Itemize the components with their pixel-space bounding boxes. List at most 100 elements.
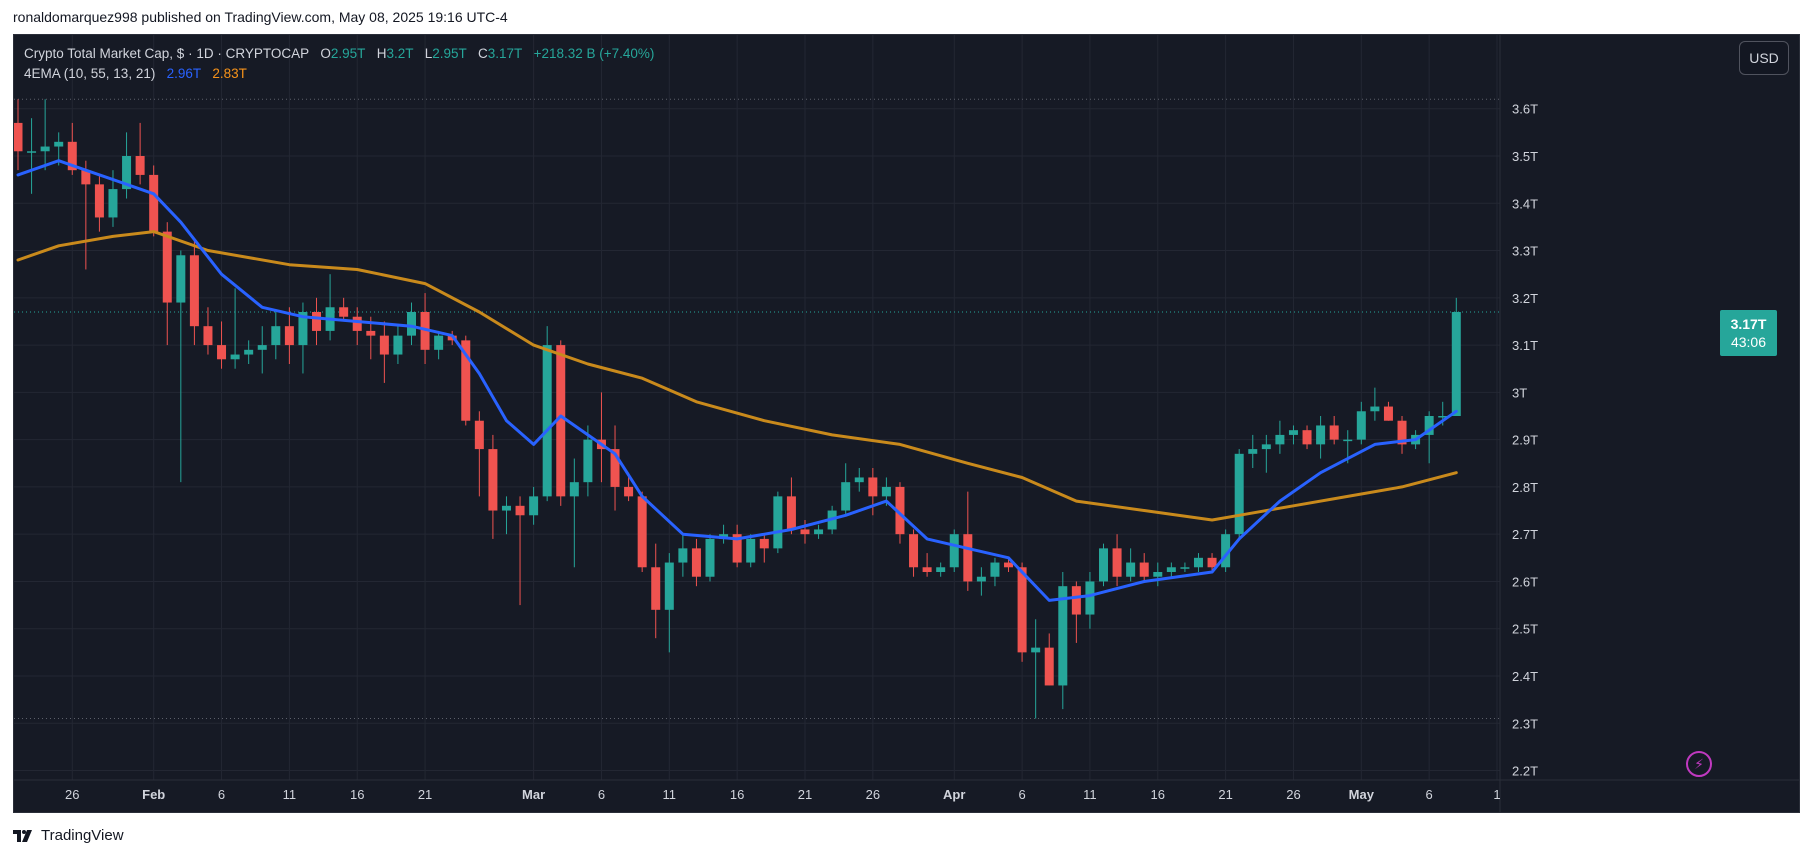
- last-price-tag: 3.17T 43:06: [1720, 310, 1777, 356]
- y-tick-label: 3.3T: [1512, 244, 1538, 259]
- y-tick-label: 3T: [1512, 385, 1527, 400]
- candle-body: [54, 141, 64, 147]
- candle-body: [732, 534, 742, 563]
- candle-body: [1044, 647, 1054, 686]
- ema-slow-line: [16, 230, 1458, 522]
- symbol-line: Crypto Total Market Cap, $ · 1D · CRYPTO…: [24, 44, 654, 64]
- candle-body: [895, 486, 905, 535]
- candle-body: [1424, 416, 1434, 435]
- candle-body: [881, 486, 891, 497]
- candle-body: [705, 538, 715, 577]
- candle-body: [800, 529, 810, 535]
- candle-body: [1166, 567, 1176, 572]
- candle-body: [474, 420, 484, 450]
- x-tick-label: 26: [65, 787, 79, 802]
- last-price-value: 3.17T: [1730, 316, 1767, 332]
- candle-body: [610, 449, 620, 487]
- candle-body: [637, 496, 647, 568]
- indicator-title[interactable]: 4EMA (10, 55, 13, 21): [24, 66, 156, 81]
- candle-body: [691, 548, 701, 577]
- x-tick-label: 11: [283, 787, 297, 802]
- candle-body: [583, 439, 593, 483]
- x-tick-label: Mar: [522, 787, 545, 802]
- candle-body: [312, 312, 322, 331]
- candle-body: [1004, 562, 1014, 568]
- candle-body: [94, 184, 104, 218]
- candle-body: [1031, 647, 1041, 653]
- candle-body: [108, 189, 118, 218]
- candle-body: [1288, 430, 1298, 435]
- ema-slow-value: 2.83T: [212, 66, 247, 81]
- x-tick-label: 1: [1493, 787, 1500, 802]
- candle-body: [135, 156, 145, 175]
- candle-body: [1451, 312, 1461, 416]
- candle-body: [1397, 420, 1407, 445]
- indicator-line: 4EMA (10, 55, 13, 21) 2.96T 2.83T: [24, 64, 654, 84]
- candle-body: [393, 335, 403, 355]
- high-value: 3.2T: [386, 46, 414, 61]
- candle-body: [909, 534, 919, 568]
- y-tick-label: 2.2T: [1512, 764, 1538, 779]
- candle-body: [379, 335, 389, 355]
- candle-body: [678, 548, 688, 563]
- candle-body: [406, 312, 416, 336]
- chart-legend: Crypto Total Market Cap, $ · 1D · CRYPTO…: [24, 44, 654, 84]
- candle-body: [189, 255, 199, 327]
- chart-pane[interactable]: 3.6T 3.5T 3.4T 3.3T 3.2T 3.1T 3T 2.9T 2.8T 2.7T 2.…: [13, 34, 1800, 813]
- candle-body: [298, 312, 308, 346]
- x-tick-label: 16: [730, 787, 744, 802]
- high-label: H: [376, 46, 387, 61]
- x-tick-label: Apr: [943, 787, 965, 802]
- candle-body: [624, 486, 634, 497]
- candle-body: [162, 231, 172, 303]
- y-tick-label: 2.3T: [1512, 716, 1538, 731]
- y-tick-label: 2.9T: [1512, 433, 1538, 448]
- candle-body: [1329, 425, 1339, 440]
- x-tick-label: 6: [1018, 787, 1025, 802]
- candle-body: [529, 496, 539, 516]
- low-label: L: [424, 46, 433, 61]
- candle-body: [1248, 449, 1258, 454]
- y-tick-label: 3.5T: [1512, 149, 1538, 164]
- candle-body: [366, 330, 376, 336]
- candle-body: [556, 345, 566, 497]
- candle-body: [1139, 562, 1149, 577]
- ema-fast-line: [16, 159, 1458, 602]
- candle-body: [230, 354, 240, 360]
- candle-body: [1370, 406, 1380, 412]
- candle-body: [1234, 453, 1244, 535]
- candle-body: [1261, 444, 1271, 450]
- lightning-icon[interactable]: ⚡: [1686, 751, 1712, 777]
- open-value: 2.95T: [330, 46, 366, 61]
- candle-body: [271, 326, 281, 346]
- x-tick-label: 21: [798, 787, 812, 802]
- candle-body: [1126, 562, 1136, 577]
- y-tick-label: 3.6T: [1512, 102, 1538, 117]
- y-tick-label: 3.1T: [1512, 338, 1538, 353]
- candle-body: [936, 567, 946, 572]
- x-tick-label: 11: [663, 787, 677, 802]
- candle-body: [257, 345, 267, 350]
- candle-body: [854, 477, 864, 483]
- candle-body: [922, 567, 932, 572]
- low-value: 2.95T: [432, 46, 467, 61]
- candlestick-chart[interactable]: 3.6T 3.5T 3.4T 3.3T 3.2T 3.1T 3T 2.9T 2.8T 2.7T 2.…: [14, 35, 1800, 813]
- candle-body: [339, 307, 349, 317]
- candle-body: [284, 326, 294, 346]
- candle-body: [176, 255, 186, 303]
- candle-body: [1316, 425, 1326, 445]
- x-tick-label: Feb: [142, 787, 165, 802]
- x-tick-label: 16: [1151, 787, 1165, 802]
- candle-body: [1180, 567, 1190, 569]
- candle-body: [81, 170, 91, 185]
- symbol-title[interactable]: Crypto Total Market Cap, $ · 1D · CRYPTO…: [24, 46, 310, 61]
- x-tick-label: 6: [1426, 787, 1433, 802]
- candle-body: [1017, 567, 1027, 653]
- currency-button[interactable]: USD: [1739, 41, 1789, 75]
- candle-body: [841, 482, 851, 511]
- tradingview-brand[interactable]: TradingView: [13, 827, 124, 844]
- candle-body: [1099, 548, 1109, 582]
- y-tick-label: 2.6T: [1512, 574, 1538, 589]
- candle-body: [501, 505, 511, 511]
- x-tick-label: 6: [218, 787, 225, 802]
